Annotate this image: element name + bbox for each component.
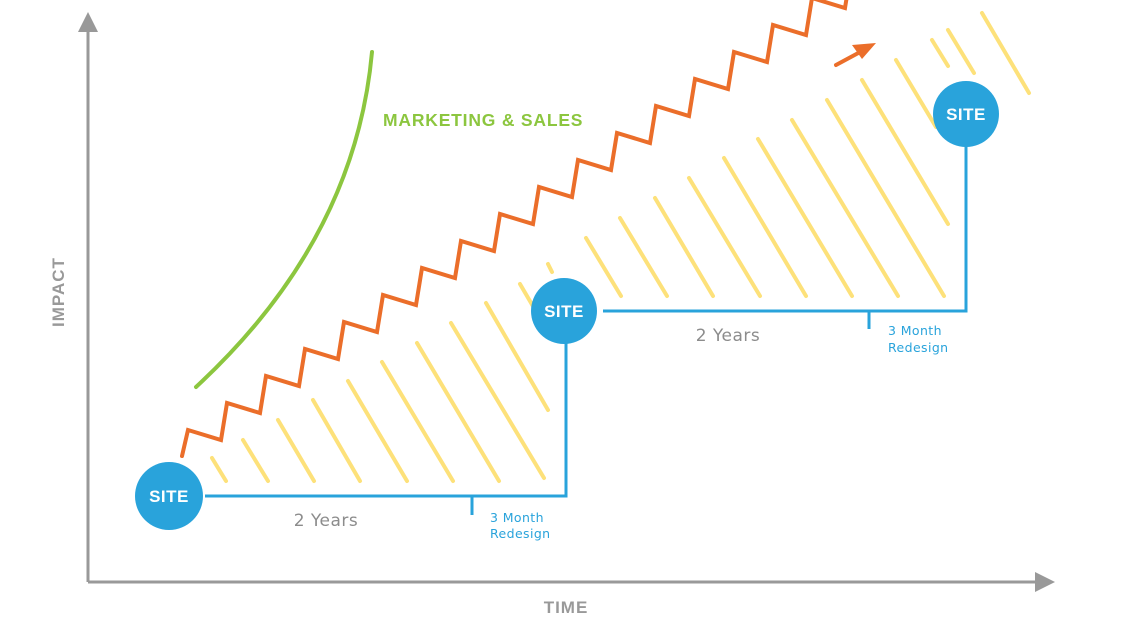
- hatch-stroke: [276, 418, 316, 483]
- growth-zigzag-line: [180, 0, 849, 458]
- hatch-stroke: [894, 58, 938, 129]
- hatch-stroke: [790, 118, 900, 298]
- hatch-stroke: [860, 78, 950, 226]
- timeline-step-2: [603, 146, 968, 313]
- hatch-stroke: [449, 321, 546, 480]
- timeline-step-1: [205, 342, 568, 498]
- redesign-label-2-line2: Redesign: [888, 340, 948, 355]
- hatch-stroke: [380, 360, 455, 483]
- x-axis-label: TIME: [544, 598, 589, 617]
- hatch-stroke: [980, 11, 1031, 95]
- y-axis-arrow-icon: [78, 12, 98, 32]
- hatch-stroke: [546, 262, 554, 274]
- hatch-stroke: [825, 98, 946, 298]
- duration-label-2: 2 Years: [696, 326, 761, 346]
- hatch-stroke: [210, 456, 228, 483]
- hatch-stroke: [584, 236, 623, 298]
- hatch-stroke: [346, 379, 409, 483]
- redesign-label-2-line1: 3 Month: [888, 323, 942, 338]
- duration-label-1: 2 Years: [294, 511, 359, 531]
- hatch-stroke: [946, 28, 976, 75]
- y-axis-label: IMPACT: [49, 257, 68, 327]
- hatch-stroke: [618, 216, 669, 298]
- hatch-stroke: [484, 301, 550, 412]
- marketing-sales-label: MARKETING & SALES: [383, 110, 583, 130]
- growth-arrow-shaft: [834, 49, 864, 67]
- hatch-stroke: [415, 341, 501, 483]
- redesign-label-1-line1: 3 Month: [490, 510, 544, 525]
- hatch-stroke: [653, 196, 715, 298]
- x-axis-arrow-icon: [1035, 572, 1055, 592]
- hatch-stroke: [687, 176, 762, 298]
- axes: [78, 12, 1055, 592]
- site-node-2-label: SITE: [544, 302, 584, 321]
- growth-arrow-icon: [852, 43, 876, 59]
- hatch-stroke: [930, 38, 950, 68]
- hatch-stroke: [756, 137, 854, 298]
- site-node-2: SITE: [531, 278, 597, 344]
- site-node-3-label: SITE: [946, 105, 986, 124]
- hatch-stroke: [311, 398, 362, 483]
- timeline-steps: [205, 146, 968, 515]
- redesign-label-1-line2: Redesign: [490, 526, 550, 541]
- site-node-1-label: SITE: [149, 487, 189, 506]
- marketing-sales-curve: [194, 50, 374, 389]
- impact-hatching: [210, 11, 1031, 483]
- hatch-stroke: [241, 438, 270, 483]
- hatch-stroke: [722, 156, 808, 298]
- site-node-1: SITE: [135, 462, 203, 530]
- site-node-3: SITE: [933, 81, 999, 147]
